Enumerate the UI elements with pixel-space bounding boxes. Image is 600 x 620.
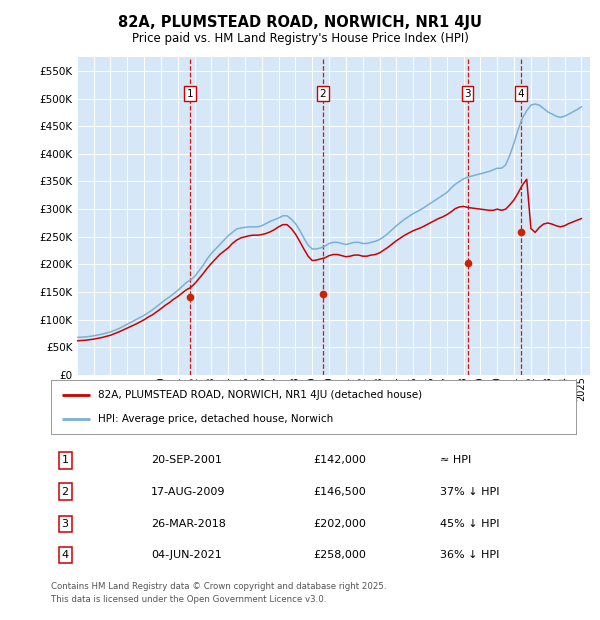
- Text: £202,000: £202,000: [314, 519, 367, 529]
- Text: 37% ↓ HPI: 37% ↓ HPI: [439, 487, 499, 497]
- Text: 1: 1: [62, 456, 68, 466]
- Text: £142,000: £142,000: [314, 456, 367, 466]
- Text: 4: 4: [518, 89, 524, 99]
- Text: 45% ↓ HPI: 45% ↓ HPI: [439, 519, 499, 529]
- Text: 4: 4: [62, 550, 69, 560]
- Text: 2: 2: [62, 487, 69, 497]
- Text: This data is licensed under the Open Government Licence v3.0.: This data is licensed under the Open Gov…: [51, 595, 326, 604]
- Text: 3: 3: [464, 89, 471, 99]
- Text: ≈ HPI: ≈ HPI: [439, 456, 471, 466]
- Text: Contains HM Land Registry data © Crown copyright and database right 2025.: Contains HM Land Registry data © Crown c…: [51, 582, 386, 591]
- Text: 82A, PLUMSTEAD ROAD, NORWICH, NR1 4JU: 82A, PLUMSTEAD ROAD, NORWICH, NR1 4JU: [118, 16, 482, 30]
- Text: £258,000: £258,000: [314, 550, 367, 560]
- Text: 26-MAR-2018: 26-MAR-2018: [151, 519, 226, 529]
- Text: 20-SEP-2001: 20-SEP-2001: [151, 456, 221, 466]
- Text: HPI: Average price, detached house, Norwich: HPI: Average price, detached house, Norw…: [98, 414, 334, 425]
- Text: £146,500: £146,500: [314, 487, 366, 497]
- Text: 17-AUG-2009: 17-AUG-2009: [151, 487, 225, 497]
- Text: Price paid vs. HM Land Registry's House Price Index (HPI): Price paid vs. HM Land Registry's House …: [131, 32, 469, 45]
- Text: 3: 3: [62, 519, 68, 529]
- Text: 2: 2: [320, 89, 326, 99]
- Text: 82A, PLUMSTEAD ROAD, NORWICH, NR1 4JU (detached house): 82A, PLUMSTEAD ROAD, NORWICH, NR1 4JU (d…: [98, 389, 422, 400]
- Text: 04-JUN-2021: 04-JUN-2021: [151, 550, 221, 560]
- Text: 36% ↓ HPI: 36% ↓ HPI: [439, 550, 499, 560]
- Text: 1: 1: [187, 89, 193, 99]
